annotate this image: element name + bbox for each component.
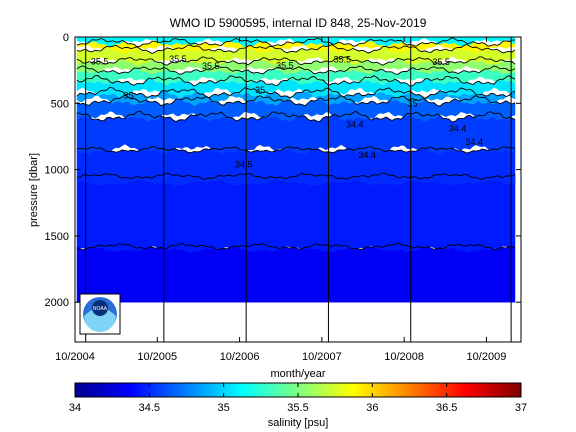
y-tick-label: 1000 [45, 165, 69, 177]
contour-label: 35 [123, 90, 133, 100]
contour-label: 34.4 [346, 120, 364, 130]
contour-label: 34.5 [235, 159, 253, 169]
contour-line [76, 146, 516, 154]
colorbar-tick-label: 35 [218, 402, 230, 414]
y-tick-label: 500 [51, 98, 69, 110]
x-tick-label: 10/2008 [384, 351, 424, 363]
contour-label: 34.4 [465, 137, 483, 147]
plot-frame [74, 36, 522, 343]
contour-label: 35.5 [276, 61, 294, 71]
x-tick-label: 10/2006 [220, 351, 260, 363]
chart-title: WMO ID 5900595, internal ID 848, 25-Nov-… [170, 16, 427, 30]
colorbar-tick-label: 36.5 [436, 402, 457, 414]
contour-line [76, 172, 516, 180]
salinity-layer [76, 242, 516, 303]
colorbar-tick-label: 37 [515, 402, 527, 414]
contour-line [76, 37, 516, 48]
y-axis: 0 500 1000 1500 2000 [45, 32, 521, 309]
x-axis: 10/2004 10/2005 10/2006 10/2007 10/2008 10/20… [55, 37, 506, 363]
contour-line [76, 242, 516, 251]
x-tick-label: 10/2004 [55, 351, 95, 363]
noaa-logo-icon: NOAA [79, 293, 121, 335]
profile-lines [85, 37, 512, 342]
contour-line [76, 65, 516, 75]
contour-label: 35.5 [334, 55, 352, 65]
y-axis-label: pressure [dbar] [28, 153, 40, 227]
salinity-field [76, 37, 516, 303]
y-tick-label: 1500 [45, 231, 69, 243]
contour-line [76, 56, 516, 66]
x-tick-label: 10/2009 [467, 351, 507, 363]
x-axis-label: month/year [270, 368, 325, 380]
colorbar-tick-label: 35.5 [287, 402, 308, 414]
contour-lines [76, 37, 516, 251]
contour-line [76, 110, 516, 123]
contour-line [76, 94, 516, 107]
logo-text: NOAA [93, 306, 108, 312]
contour-label: 35 [255, 85, 265, 95]
contour-label: 35.5 [169, 54, 187, 64]
contour-label: 35.5 [91, 57, 109, 67]
contour-line [76, 44, 516, 55]
x-tick-label: 10/2005 [137, 351, 177, 363]
contour-label: 35 [407, 98, 417, 108]
contour-label: 35.5 [432, 57, 450, 67]
colorbar-axis: 34 34.5 35 35.5 36 36.5 37 [69, 383, 527, 414]
contour-label: 34.4 [449, 124, 467, 134]
contour-label: 34.4 [358, 150, 376, 160]
colorbar-tick-label: 36 [366, 402, 378, 414]
colorbar-tick-label: 34.5 [139, 402, 160, 414]
x-tick-label: 10/2007 [302, 351, 342, 363]
colorbar-tick-label: 34 [69, 402, 81, 414]
contour-line [76, 86, 516, 99]
y-tick-label: 0 [63, 32, 69, 44]
contour-labels: 35.5 35.5 35.5 35.5 35.5 35.5 35 35 35 34.4 34.4 34… [91, 54, 483, 169]
contour-label: 35.5 [202, 61, 220, 71]
colorbar-label: salinity [psu] [268, 417, 329, 429]
contour-line [76, 74, 516, 87]
y-tick-label: 2000 [45, 297, 69, 309]
